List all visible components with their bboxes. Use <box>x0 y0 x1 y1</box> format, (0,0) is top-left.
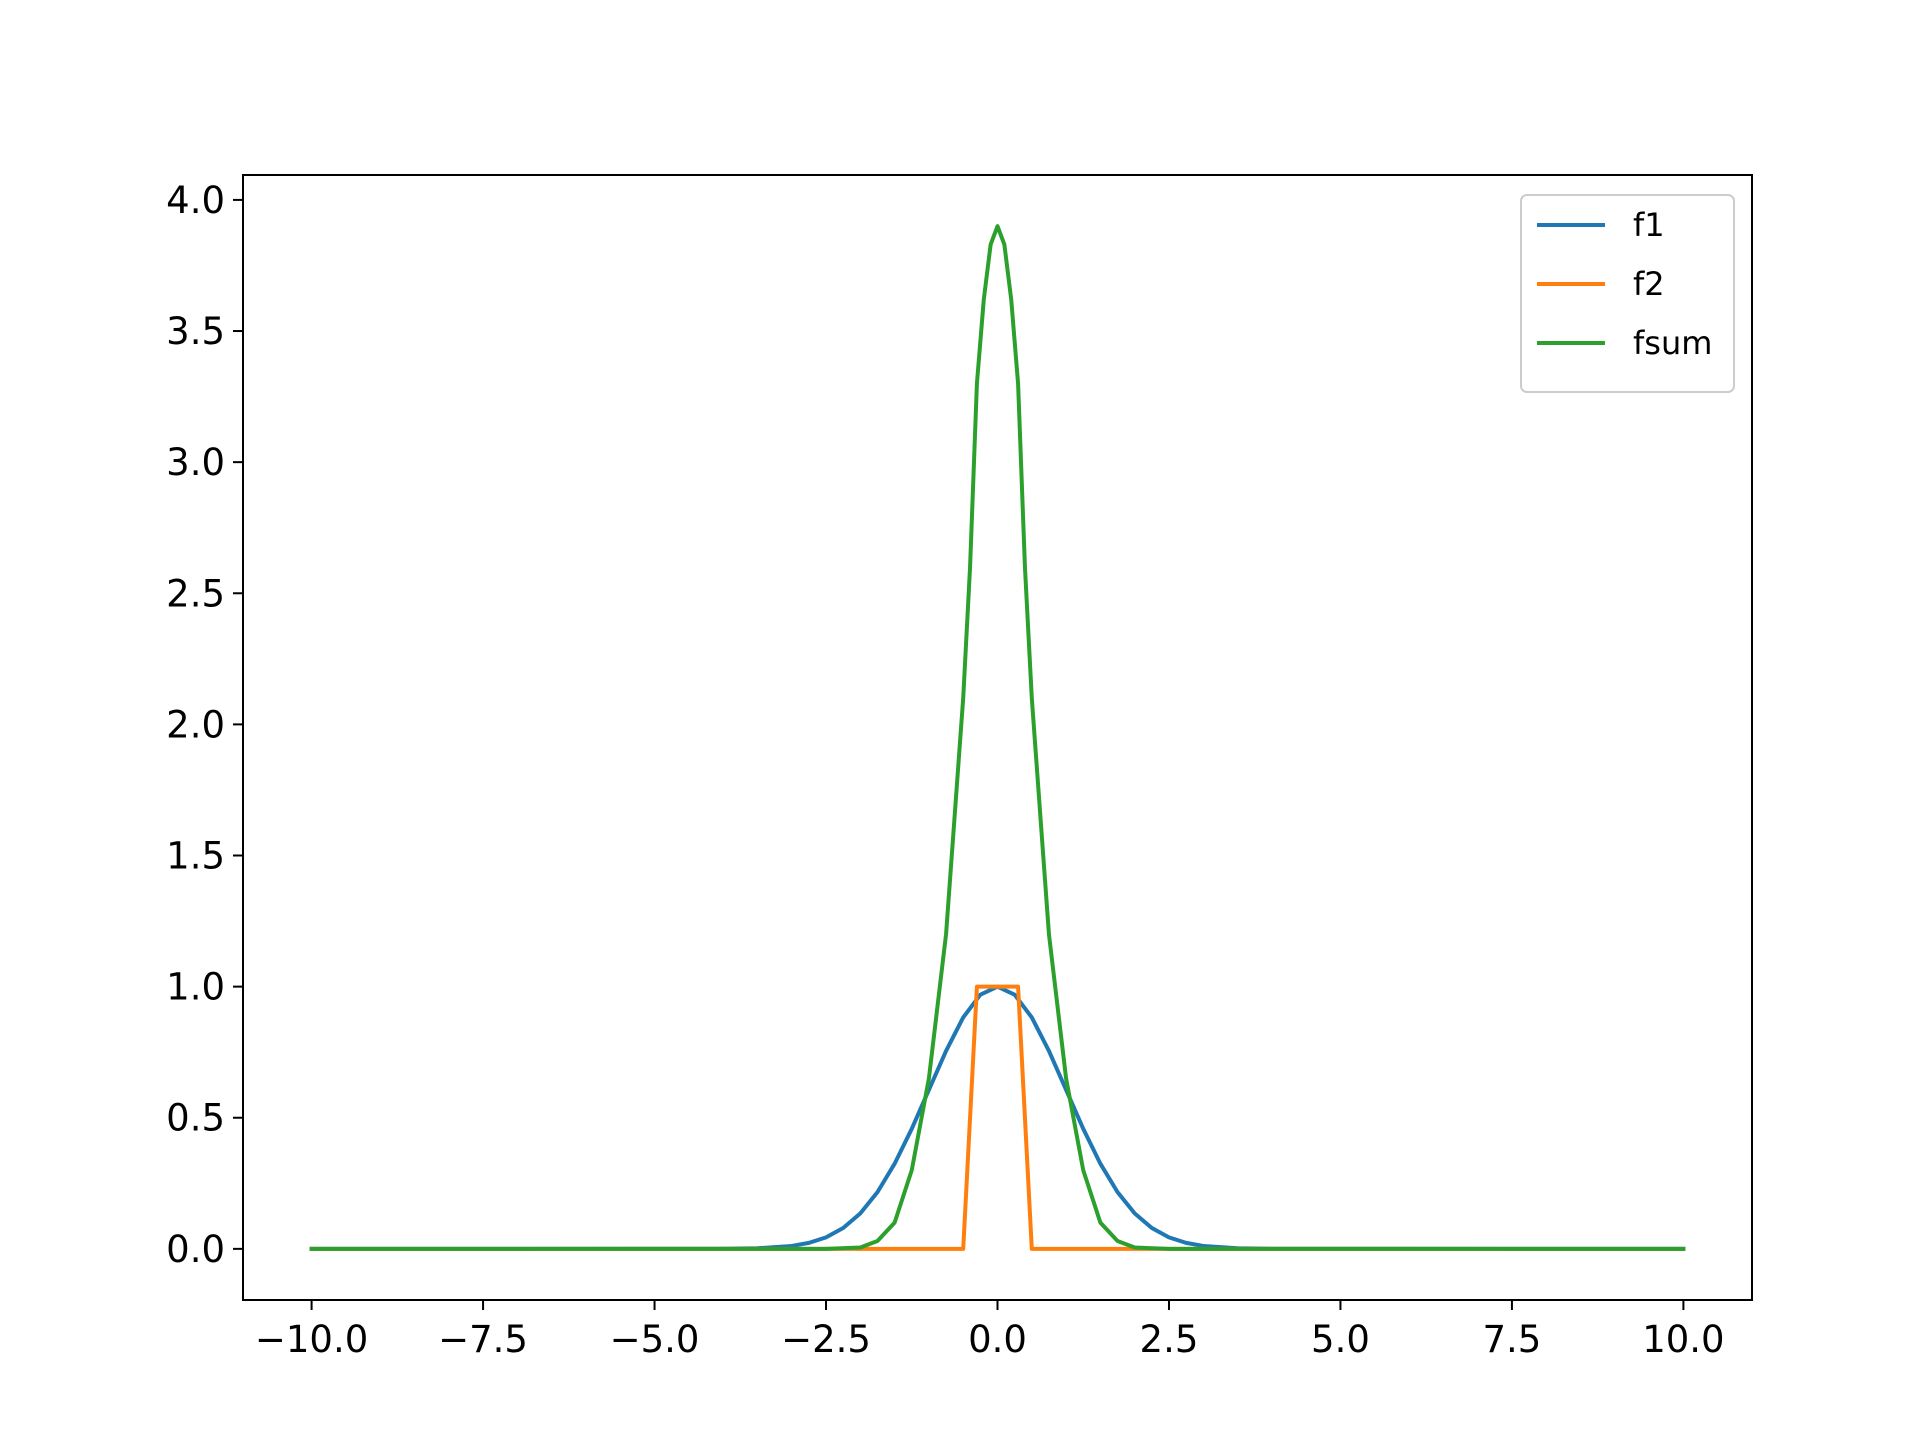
y-tick-label: 4.0 <box>166 179 225 222</box>
x-tick-label: −10.0 <box>255 1318 368 1361</box>
y-axis: 0.0 0.5 1.0 1.5 2.0 2.5 3.0 3.5 4.0 <box>166 179 243 1271</box>
y-tick-label: 1.5 <box>166 835 225 878</box>
x-tick-label: 2.5 <box>1140 1318 1199 1361</box>
y-tick-label: 3.0 <box>166 441 225 484</box>
y-tick-label: 2.0 <box>166 703 225 746</box>
x-tick-label: −5.0 <box>610 1318 700 1361</box>
y-tick-label: 1.0 <box>166 966 225 1009</box>
series-layer <box>309 224 1686 1251</box>
legend-label-fsum: fsum <box>1633 324 1712 362</box>
legend: f1 f2 fsum <box>1520 194 1735 393</box>
legend-label-f1: f1 <box>1633 206 1665 244</box>
x-tick-label: 5.0 <box>1311 1318 1370 1361</box>
series-line-fsum <box>309 224 1686 1251</box>
x-tick-label: −2.5 <box>781 1318 871 1361</box>
y-tick-label: 0.5 <box>166 1097 225 1140</box>
x-tick-label: 10.0 <box>1642 1318 1724 1361</box>
legend-label-f2: f2 <box>1633 265 1665 303</box>
x-tick-label: 0.0 <box>968 1318 1027 1361</box>
x-tick-label: −7.5 <box>438 1318 528 1361</box>
x-tick-label: 7.5 <box>1483 1318 1542 1361</box>
x-axis: −10.0 −7.5 −5.0 −2.5 0.0 2.5 5.0 7.5 10.0 <box>255 1300 1725 1361</box>
y-tick-label: 2.5 <box>166 572 225 615</box>
y-tick-label: 3.5 <box>166 310 225 353</box>
y-tick-label: 0.0 <box>166 1228 225 1271</box>
